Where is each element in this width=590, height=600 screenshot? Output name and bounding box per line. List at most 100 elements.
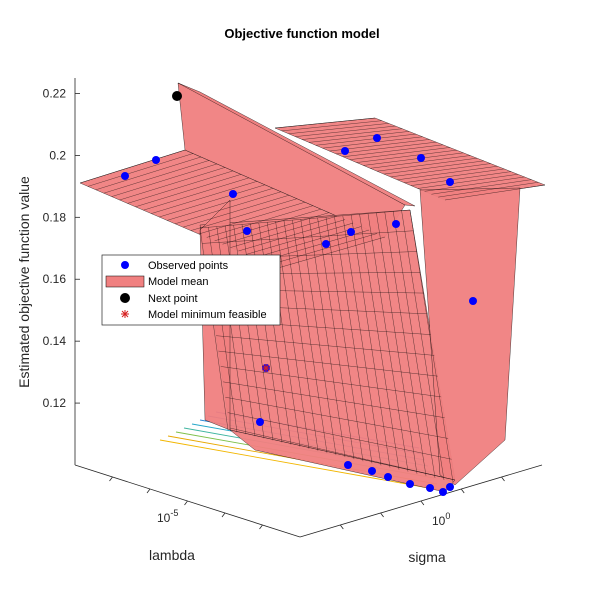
observed-point bbox=[426, 484, 434, 492]
surface-mesh-line bbox=[206, 205, 314, 238]
surface-mesh-line bbox=[351, 215, 391, 468]
observed-point bbox=[368, 467, 376, 475]
surface-mesh-line bbox=[404, 168, 505, 183]
lambda-tick-mark bbox=[259, 524, 263, 530]
surface-mesh-line bbox=[143, 177, 250, 211]
lambda-axis-label: lambda bbox=[149, 547, 195, 563]
surface-mesh-line bbox=[103, 160, 210, 194]
surface-mesh-line bbox=[281, 120, 382, 132]
surface-mesh-line bbox=[424, 176, 525, 192]
surface-patch bbox=[177, 82, 416, 207]
observed-point bbox=[322, 240, 330, 248]
surface-mesh-line bbox=[254, 226, 362, 258]
observed-point bbox=[469, 297, 477, 305]
surface-mesh-line bbox=[275, 221, 310, 449]
asterisk-stroke bbox=[262, 364, 270, 372]
surface-mesh-line bbox=[417, 174, 518, 189]
surface-mesh-line bbox=[315, 133, 416, 146]
surface-mesh-line bbox=[409, 209, 454, 483]
sigma-tick-mark bbox=[339, 524, 344, 530]
surface-mesh-line bbox=[325, 217, 364, 462]
z-tick-label: 0.2 bbox=[49, 148, 66, 162]
observed-points bbox=[121, 134, 477, 496]
sigma-tick-mark bbox=[380, 512, 384, 518]
surface-mesh-line bbox=[135, 174, 242, 207]
surface-mesh-line bbox=[367, 213, 409, 472]
surface-mesh-line bbox=[95, 156, 202, 190]
observed-point bbox=[121, 172, 129, 180]
surface-mesh-line bbox=[111, 163, 218, 197]
surface-mesh-line bbox=[270, 233, 378, 265]
surface-mesh-line bbox=[218, 350, 438, 377]
observed-point bbox=[229, 190, 237, 198]
legend: Observed points Model mean Next point Mo… bbox=[101, 254, 281, 326]
surface-mesh-line bbox=[182, 195, 290, 228]
surface-mesh-line bbox=[238, 219, 346, 252]
surface-mesh-line bbox=[363, 152, 464, 166]
sigma-tick-exp: 0 bbox=[445, 511, 450, 521]
surface-mesh-line bbox=[431, 179, 532, 195]
legend-minimum-label: Model minimum feasible bbox=[148, 309, 267, 321]
surface-mesh-line bbox=[356, 150, 457, 163]
lambda-tick-mark bbox=[146, 488, 151, 494]
surface-mesh-line bbox=[220, 366, 442, 398]
surface-mesh-line bbox=[222, 212, 330, 245]
surface-mesh-line bbox=[190, 198, 298, 231]
sigma-tick-mark bbox=[460, 488, 465, 494]
surface-mesh-line bbox=[174, 191, 282, 224]
contour-line bbox=[159, 439, 441, 491]
legend-minimum-marker bbox=[121, 310, 129, 318]
sigma-tick-base: 10 bbox=[432, 514, 446, 528]
z-tick-label: 0.12 bbox=[43, 396, 67, 410]
surface-mesh-line bbox=[322, 136, 423, 149]
sigma-axis-label: sigma bbox=[408, 549, 446, 565]
surface-mesh-line bbox=[230, 215, 338, 248]
surface-mesh-line bbox=[390, 163, 491, 178]
surface-mesh-line bbox=[438, 182, 539, 198]
surface-mesh-line bbox=[302, 128, 403, 140]
lambda-tick-exp: -5 bbox=[170, 508, 178, 518]
z-tick-label: 0.16 bbox=[43, 272, 67, 286]
surface-mesh-line bbox=[342, 144, 444, 157]
axis-ticks bbox=[75, 93, 505, 530]
sigma-tick-mark bbox=[420, 500, 425, 506]
z-tick-label: 0.22 bbox=[43, 86, 67, 100]
surface-mesh-line bbox=[223, 381, 445, 418]
surface-mesh-line bbox=[202, 230, 414, 244]
lambda-tick-mark bbox=[109, 476, 113, 482]
surface-mesh-line bbox=[308, 131, 410, 143]
observed-point bbox=[446, 483, 454, 491]
surface-mesh-line bbox=[401, 210, 445, 480]
observed-point bbox=[256, 418, 264, 426]
next-point-marker bbox=[172, 91, 182, 101]
surface-mesh-line bbox=[87, 153, 194, 187]
surface-mesh-line bbox=[349, 147, 450, 160]
z-tick-label: 0.18 bbox=[43, 210, 67, 224]
observed-point bbox=[384, 473, 392, 481]
surface-mesh-line bbox=[359, 214, 400, 470]
z-tick-labels: 0.12 0.14 0.16 0.18 0.2 0.22 bbox=[43, 86, 67, 410]
observed-point bbox=[439, 488, 447, 496]
observed-point bbox=[417, 154, 425, 162]
observed-point bbox=[373, 134, 381, 142]
observed-point bbox=[392, 220, 400, 228]
sigma-tick-mark bbox=[501, 476, 505, 482]
observed-point bbox=[341, 147, 349, 155]
z-tick-label: 0.14 bbox=[43, 334, 67, 348]
surface-mesh-line bbox=[444, 184, 546, 201]
surface-mesh-line bbox=[376, 212, 418, 474]
observed-point bbox=[344, 461, 352, 469]
legend-box bbox=[101, 254, 281, 326]
surface-mesh-line bbox=[384, 212, 427, 476]
surface-mesh-line bbox=[246, 222, 354, 255]
surface-mesh-line bbox=[216, 335, 435, 356]
observed-point bbox=[152, 156, 160, 164]
surface-mesh-line bbox=[277, 236, 386, 269]
lambda-tick-base: 10 bbox=[157, 511, 171, 525]
sigma-tick-label: 100 bbox=[432, 511, 450, 528]
surface-mesh-line bbox=[300, 219, 337, 455]
surface-mesh-line bbox=[393, 211, 436, 478]
surface-mesh-line bbox=[397, 166, 498, 180]
surface-mesh-line bbox=[167, 188, 274, 221]
